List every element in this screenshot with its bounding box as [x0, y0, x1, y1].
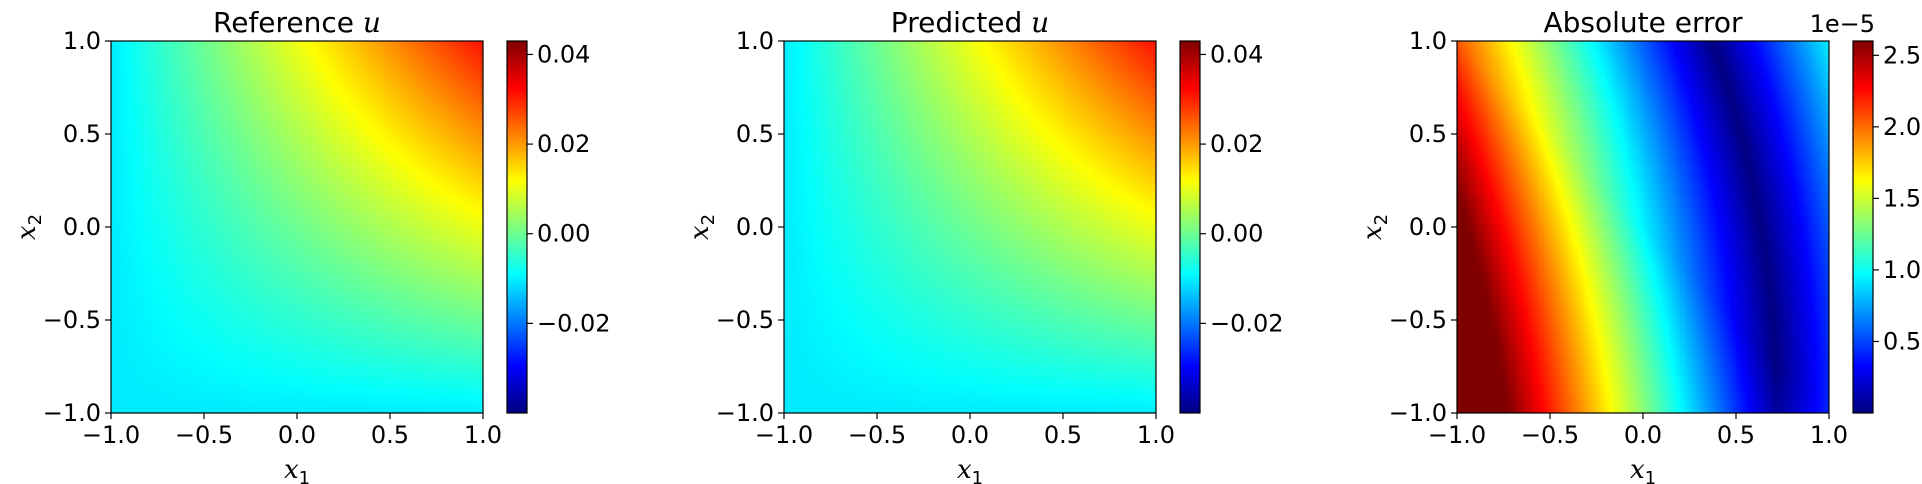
x-axis-label: x1: [284, 455, 310, 484]
colorbar-frame: [1852, 40, 1874, 414]
colorbar: [1853, 41, 1873, 413]
y-tick-label: −1.0: [43, 399, 101, 427]
colorbar-frame: [506, 40, 528, 414]
x-axis-label-text: x1: [957, 455, 983, 484]
x-tick-label: 1.0: [464, 421, 502, 449]
x-tick-label: 1.0: [1137, 421, 1175, 449]
colorbar-tick-label: 0.00: [537, 220, 590, 248]
y-axis-label-text: x2: [685, 214, 719, 240]
y-tick-label: −1.0: [1389, 399, 1447, 427]
x-tick-label: 0.0: [1624, 421, 1662, 449]
x-tick-label: 1.0: [1810, 421, 1848, 449]
y-tick-label: 0.0: [63, 213, 101, 241]
x-tick-label: 0.5: [371, 421, 409, 449]
colorbar-tick-label: 0.04: [1210, 40, 1263, 68]
y-axis-label: x2: [685, 214, 719, 240]
chart-title-main: Reference: [213, 6, 363, 39]
y-tick-label: 0.5: [736, 120, 774, 148]
colorbar: [1180, 41, 1200, 413]
colorbar-offset-text: 1e−5: [1810, 10, 1875, 38]
y-tick-label: −1.0: [716, 399, 774, 427]
x-tick-label: −0.5: [848, 421, 906, 449]
chart-title: Predicted u: [891, 6, 1049, 39]
y-tick-label: 0.5: [1409, 120, 1447, 148]
colorbar-tick-label: 2.0: [1883, 113, 1921, 141]
y-axis-label: x2: [12, 214, 46, 240]
y-tick-label: −0.5: [43, 306, 101, 334]
y-tick-label: 1.0: [736, 27, 774, 55]
colorbar-tick-label: 0.00: [1210, 220, 1263, 248]
y-tick-label: −0.5: [1389, 306, 1447, 334]
chart-title-main: Predicted: [891, 6, 1031, 39]
x-axis-label-text: x1: [284, 455, 310, 484]
colorbar: [507, 41, 527, 413]
colorbar-tick-label: 0.5: [1883, 327, 1921, 355]
x-tick-label: −1.0: [82, 421, 140, 449]
colorbar-frame: [1179, 40, 1201, 414]
x-tick-label: −1.0: [755, 421, 813, 449]
heatmap-image: [1457, 41, 1829, 413]
x-tick-label: 0.0: [278, 421, 316, 449]
colorbar-tick-label: 1.5: [1883, 184, 1921, 212]
x-tick-label: −0.5: [175, 421, 233, 449]
x-tick-label: 0.5: [1717, 421, 1755, 449]
y-tick-label: 1.0: [63, 27, 101, 55]
colorbar-tick-label: −0.02: [537, 309, 611, 337]
colorbar-tick-label: 0.02: [1210, 130, 1263, 158]
y-axis-label-text: x2: [12, 214, 46, 240]
y-tick-label: 0.0: [1409, 213, 1447, 241]
heatmap-image: [784, 41, 1156, 413]
x-tick-label: −0.5: [1521, 421, 1579, 449]
panel-2: Predicted u−1.0 −0.5 0.0 0.5 1.0−1.0−0.50.00…: [685, 6, 1284, 484]
colorbar-tick-label: 0.02: [537, 130, 590, 158]
x-tick-label: 0.0: [951, 421, 989, 449]
chart-title-main: Absolute error: [1543, 6, 1743, 39]
y-axis-label: x2: [1358, 214, 1392, 240]
x-tick-label: −1.0: [1428, 421, 1486, 449]
chart-title: Reference u: [213, 6, 381, 39]
y-tick-label: 1.0: [1409, 27, 1447, 55]
x-axis-label: x1: [1630, 455, 1656, 484]
y-tick-label: −0.5: [716, 306, 774, 334]
heatmap-image: [111, 41, 483, 413]
x-axis-label: x1: [957, 455, 983, 484]
panel-1: Reference u−1.0 −0.5 0.0 0.5 1.0−1.0−0.50.00…: [12, 6, 611, 484]
y-axis-label-text: x2: [1358, 214, 1392, 240]
chart-title: Absolute error: [1543, 6, 1743, 39]
chart-title-var: u: [1031, 6, 1049, 39]
colorbar-tick-label: −0.02: [1210, 309, 1284, 337]
chart-title-var: u: [363, 6, 381, 39]
x-tick-label: 0.5: [1044, 421, 1082, 449]
y-tick-label: 0.5: [63, 120, 101, 148]
colorbar-tick-label: 0.04: [537, 40, 590, 68]
colorbar-tick-label: 2.5: [1883, 41, 1921, 69]
colorbar-tick-label: 1.0: [1883, 256, 1921, 284]
x-axis-label-text: x1: [1630, 455, 1656, 484]
y-tick-label: 0.0: [736, 213, 774, 241]
panel-3: Absolute error −1.0 −0.5 0.0 0.5 1.0 −1.0 −0.5 0…: [1358, 6, 1921, 484]
